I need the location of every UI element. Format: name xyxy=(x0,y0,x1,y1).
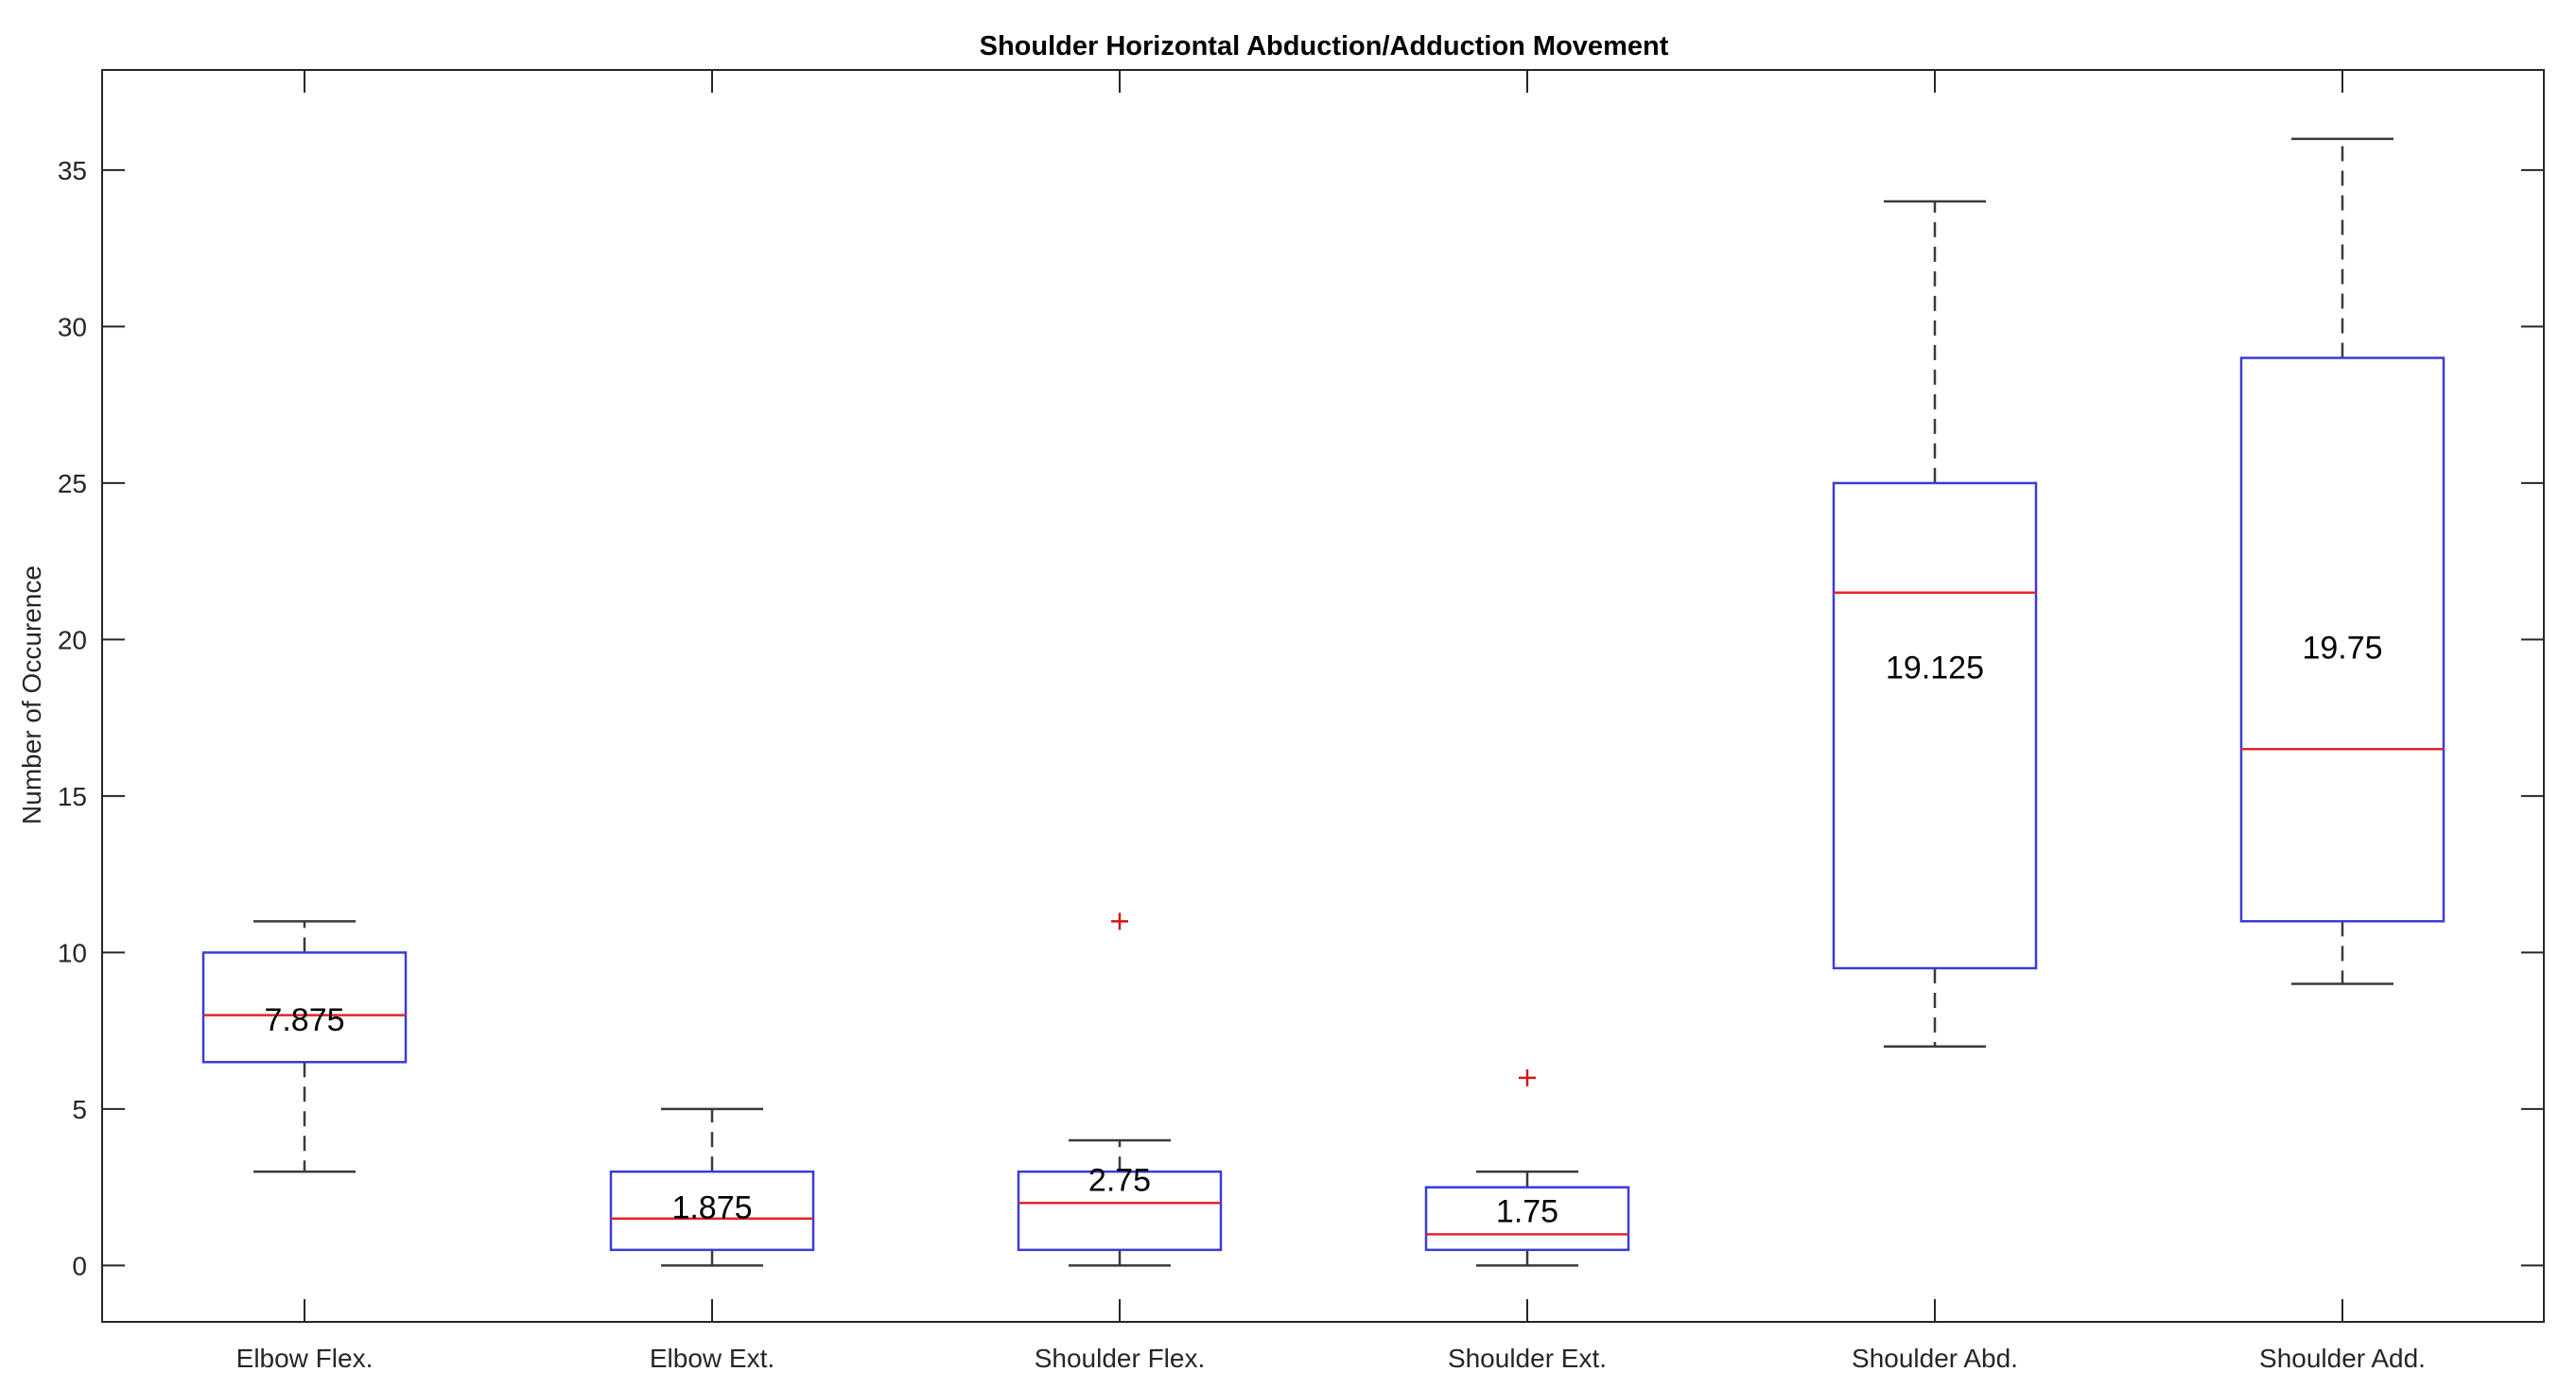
box-group: 19.75 xyxy=(2239,137,2445,985)
x-tick-label: Shoulder Ext. xyxy=(1448,1344,1607,1373)
mean-value-label: 1.875 xyxy=(671,1189,752,1225)
mean-value-label: 19.125 xyxy=(1886,650,1984,686)
x-tick-label: Elbow Ext. xyxy=(650,1344,775,1373)
y-tick-label: 15 xyxy=(58,782,87,811)
plot-area-frame xyxy=(101,69,2545,1323)
box-group: 19.125 xyxy=(1832,200,2038,1048)
axis-ticks: 0 5 10 15 20 25 30 35 Elbow Flex. Elbow Ext. Shoul… xyxy=(58,70,2544,1373)
box-iqr xyxy=(1017,1170,1223,1252)
x-tick-label: Shoulder Flex. xyxy=(1035,1344,1206,1373)
mean-value-label: 1.75 xyxy=(1496,1193,1558,1229)
box-group: 1.875 xyxy=(609,1107,815,1267)
box-iqr xyxy=(201,951,408,1064)
box-group: 7.875 xyxy=(201,920,408,1173)
y-tick-label: 5 xyxy=(72,1095,87,1124)
box-iqr xyxy=(609,1170,815,1252)
box-iqr xyxy=(2239,356,2445,923)
mean-value-label: 19.75 xyxy=(2302,631,2382,667)
chart-title: Shoulder Horizontal Abduction/Adduction … xyxy=(980,31,1669,61)
boxes: 7.875 1.875 2.75 1.75 19.125 19.75 xyxy=(201,137,2445,1267)
box-group: 1.75 xyxy=(1424,1068,1630,1267)
y-tick-label: 10 xyxy=(58,938,87,967)
outlier-marker xyxy=(1519,1068,1536,1086)
y-tick-label: 0 xyxy=(72,1251,87,1280)
x-tick-label: Shoulder Add. xyxy=(2259,1344,2426,1373)
y-axis-label: Number of Occurence xyxy=(17,565,46,825)
y-tick-label: 30 xyxy=(58,312,87,341)
box-iqr xyxy=(1424,1186,1630,1252)
y-tick-label: 25 xyxy=(58,469,87,498)
outlier-marker xyxy=(1111,912,1128,930)
x-tick-label: Shoulder Abd. xyxy=(1852,1344,2018,1373)
box-group: 2.75 xyxy=(1017,912,1223,1267)
y-tick-label: 20 xyxy=(58,625,87,654)
box-iqr xyxy=(1832,481,2038,970)
mean-value-label: 2.75 xyxy=(1088,1162,1151,1198)
y-tick-label: 35 xyxy=(58,156,87,185)
mean-value-label: 7.875 xyxy=(264,1002,344,1038)
x-tick-label: Elbow Flex. xyxy=(236,1344,374,1373)
